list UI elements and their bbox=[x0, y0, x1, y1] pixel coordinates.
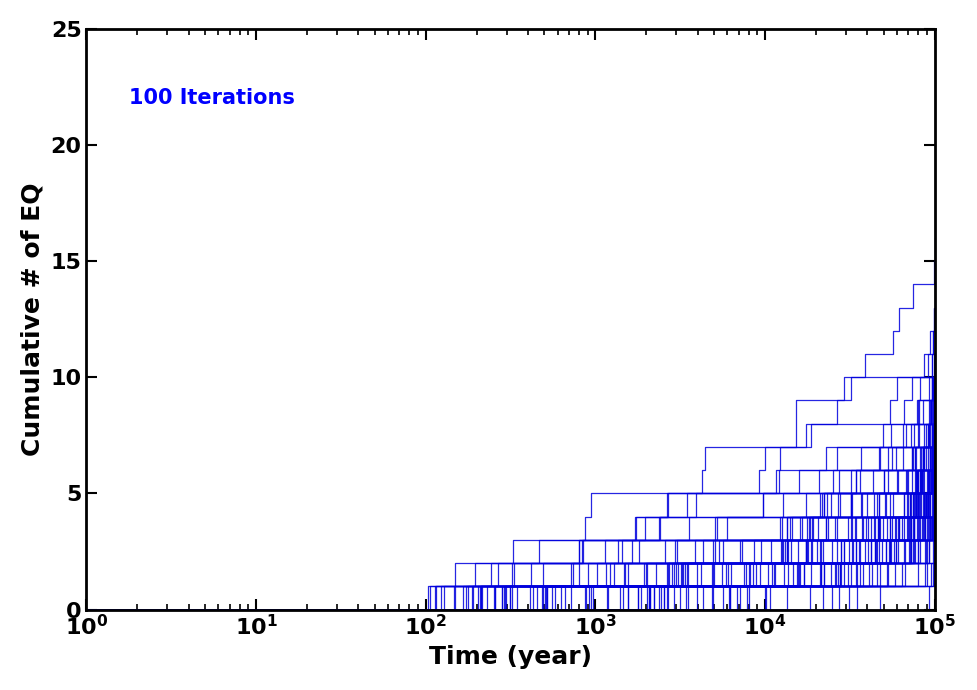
Text: 100 Iterations: 100 Iterations bbox=[129, 88, 295, 108]
X-axis label: Time (year): Time (year) bbox=[429, 645, 592, 669]
Y-axis label: Cumulative # of EQ: Cumulative # of EQ bbox=[21, 182, 45, 456]
